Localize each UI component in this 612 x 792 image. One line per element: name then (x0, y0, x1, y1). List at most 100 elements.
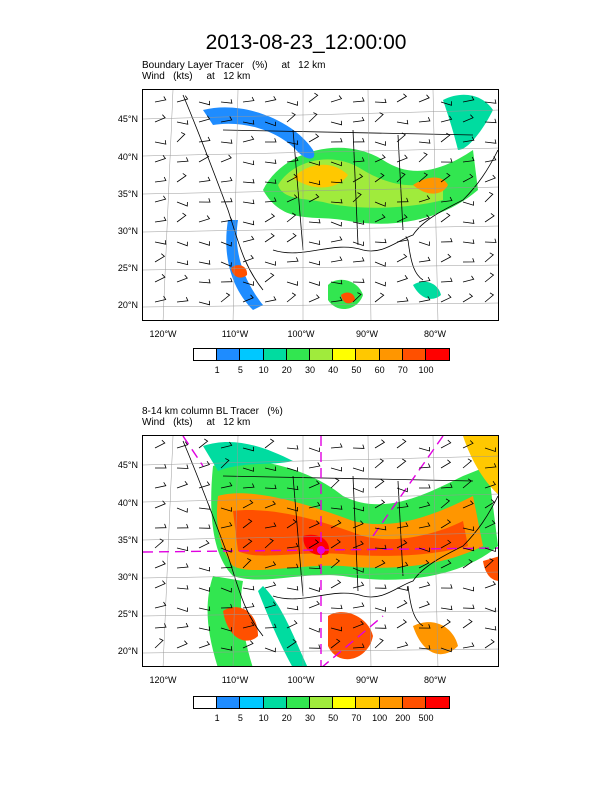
wind-barb (352, 467, 364, 472)
wind-barb (484, 213, 495, 223)
colorbar-swatch (217, 349, 241, 360)
wind-barb (352, 643, 365, 649)
wind-barb (286, 112, 296, 123)
wind-barb (286, 542, 299, 549)
wind-barb (374, 141, 386, 146)
panel2-wind-barbs (154, 438, 497, 653)
wind-barb (198, 540, 210, 549)
wind-barb (352, 137, 365, 143)
wind-barb (154, 638, 164, 649)
wind-barb (396, 236, 409, 243)
wind-barb (440, 101, 452, 106)
wind-barb (220, 627, 232, 632)
wind-barb (396, 93, 408, 103)
wind-barb (286, 173, 298, 183)
wind-barb (418, 256, 431, 263)
colorbar-label: 1 (214, 713, 220, 723)
panel1-wind-barbs (154, 92, 497, 306)
wind-barb (198, 176, 211, 183)
colorbar-label: 1 (214, 365, 220, 375)
wind-barb (176, 201, 188, 207)
wind-barb (484, 463, 497, 469)
wind-barb (484, 520, 496, 529)
colorbar-label: 5 (237, 365, 243, 375)
wind-barb (484, 547, 496, 553)
wind-barb (396, 214, 408, 223)
wind-barb (242, 254, 254, 263)
colorbar-label: 100 (372, 713, 388, 723)
wind-barb (286, 257, 299, 263)
wind-barb (264, 261, 276, 266)
wind-barb (418, 94, 430, 103)
wind-barb (418, 241, 430, 247)
wind-barb (418, 600, 430, 609)
wind-barb (264, 484, 277, 490)
wind-barb (374, 439, 386, 449)
wind-barb (154, 523, 167, 529)
wind-barb (330, 120, 343, 126)
wind-barb (308, 161, 320, 166)
wind-barb (220, 587, 232, 593)
wind-barb (374, 281, 386, 287)
figure-title: 2013-08-23_12:00:00 (205, 31, 407, 54)
colorbar-label: 200 (395, 713, 411, 723)
wind-barb (220, 547, 232, 553)
panel1-lat-label-40n: 40°N (117, 152, 138, 162)
wind-barb (440, 439, 452, 449)
wind-barb (154, 240, 167, 245)
colorbar-label: 10 (258, 365, 269, 375)
panel1-lat-label-35n: 35°N (117, 189, 138, 199)
wind-barb (418, 446, 431, 452)
panel2-center-marker (317, 546, 325, 554)
wind-barb (330, 638, 341, 649)
wind-barb (220, 458, 230, 469)
wind-barb (396, 502, 409, 509)
wind-barb (308, 180, 321, 186)
wind-barb (374, 201, 386, 207)
wind-barb (308, 520, 320, 529)
wind-barb (352, 520, 364, 529)
panel2-map-graphic (143, 436, 498, 666)
panel1-coastlines (182, 94, 498, 291)
wind-barb (308, 260, 321, 266)
panel2-lon-label-90w: 90°W (355, 675, 379, 685)
colorbar-swatch (402, 349, 426, 360)
wind-barb (242, 585, 255, 591)
wind-barb (352, 620, 364, 629)
wind-barb (418, 296, 431, 303)
colorbar-label: 5 (237, 713, 243, 723)
wind-barb (374, 458, 385, 469)
wind-barb (220, 197, 233, 203)
wind-barb (330, 161, 342, 167)
wind-barb (286, 445, 299, 450)
wind-barb (484, 139, 497, 144)
wind-barb (352, 192, 362, 203)
panel2-lat-label-30n: 30°N (117, 572, 138, 582)
wind-barb (176, 212, 187, 223)
wind-barb (286, 506, 299, 512)
wind-barb (462, 642, 475, 649)
panel2-lat-label-25n: 25°N (117, 609, 138, 619)
wind-barb (286, 212, 297, 223)
wind-barb (286, 485, 299, 491)
wind-barb (396, 619, 407, 629)
wind-barb (242, 558, 252, 569)
wind-barb (286, 292, 297, 303)
wind-barb (462, 156, 475, 163)
wind-barb (198, 566, 211, 572)
wind-barb (176, 241, 188, 247)
wind-barb (176, 297, 189, 303)
wind-barb (220, 603, 233, 609)
wind-barb (330, 519, 342, 529)
wind-barb (198, 260, 211, 265)
wind-barb (396, 253, 408, 263)
wind-barb (418, 522, 431, 529)
wind-barb (242, 235, 255, 243)
wind-barb (154, 176, 167, 183)
wind-barb (462, 586, 475, 592)
wind-barb (330, 198, 343, 204)
wind-barb (352, 292, 362, 303)
colorbar-swatch (425, 697, 450, 708)
wind-barb (418, 581, 431, 589)
wind-barb (352, 97, 365, 103)
